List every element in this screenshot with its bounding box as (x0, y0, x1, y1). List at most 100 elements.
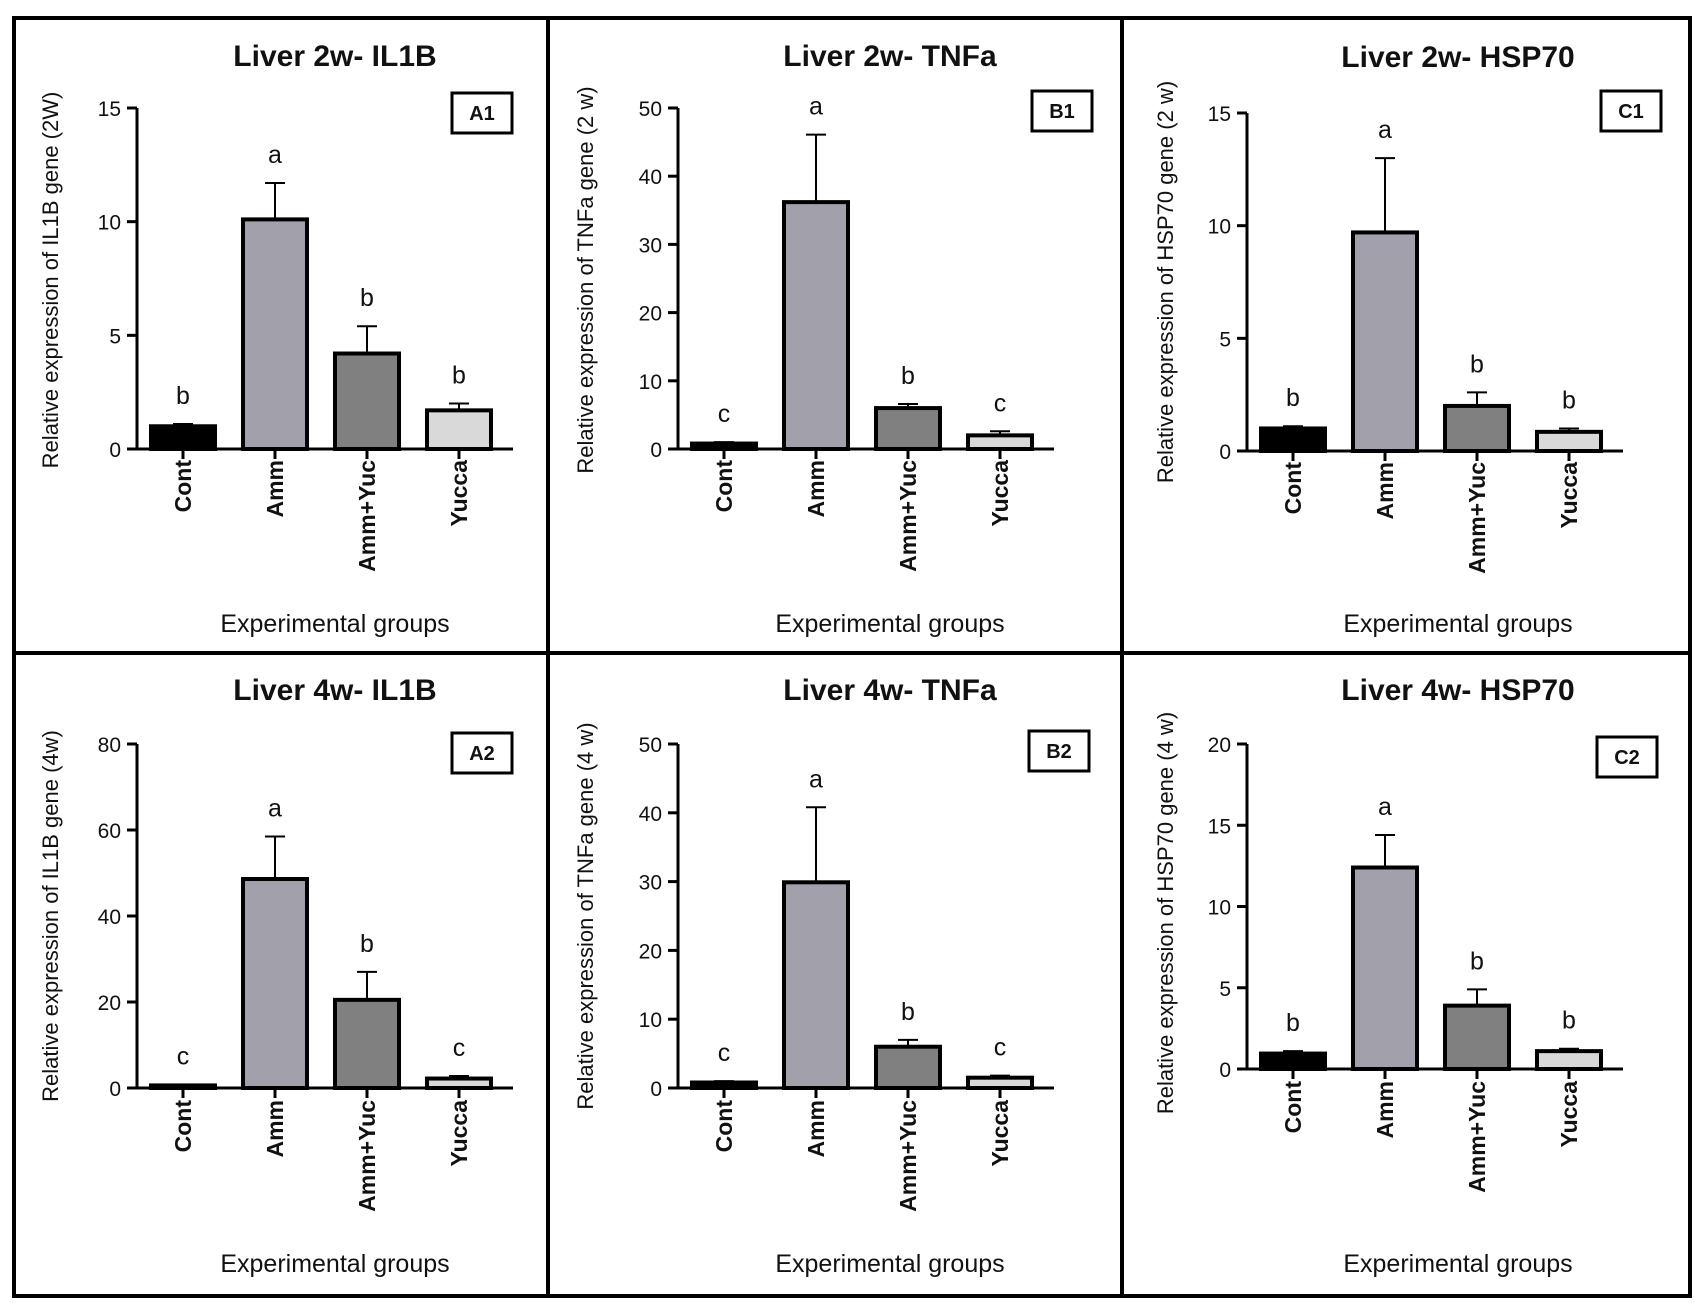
x-axis-label: Experimental groups (1343, 610, 1572, 638)
y-axis-label: Relative expression of HSP70 gene (4 w) (1153, 712, 1178, 1114)
bar-cont (1259, 1051, 1327, 1071)
significance-letter-amm: a (809, 93, 823, 121)
y-tick-label: 0 (650, 1078, 662, 1101)
bar-yucca (425, 1076, 493, 1091)
bar-yucca (966, 1075, 1034, 1091)
category-label-yucca: Yucca (987, 460, 1013, 527)
y-tick-label: 30 (639, 234, 662, 257)
bar-yucca (425, 408, 493, 451)
chart-title: Liver 4w- HSP70 (1341, 674, 1574, 707)
panel-label: C1 (1618, 101, 1644, 123)
panel-label: B2 (1046, 741, 1072, 763)
y-tick-label: 40 (98, 906, 121, 929)
y-tick-label: 15 (1208, 815, 1231, 838)
chart-title: Liver 4w- TNFa (783, 674, 997, 707)
figure-frame (12, 16, 1692, 1298)
y-tick-label: 50 (639, 98, 662, 121)
significance-letter-cont: b (176, 382, 190, 410)
category-label-cont: Cont (711, 460, 737, 513)
bar-amm-plus-yuc (874, 406, 942, 451)
category-label-cont: Cont (711, 1100, 737, 1153)
y-tick-label: 20 (639, 940, 662, 963)
y-axis-label: Relative expression of IL1B gene (4w) (38, 730, 63, 1102)
category-label-yucca: Yucca (446, 460, 472, 527)
significance-letter-yucca: c (994, 1034, 1007, 1062)
significance-letter-amm: a (1378, 793, 1392, 821)
bar-cont (149, 1083, 217, 1091)
panel-label: A1 (469, 103, 495, 125)
bar-amm (782, 200, 850, 451)
significance-letter-cont: c (718, 400, 731, 428)
panel-label-box (1030, 89, 1094, 133)
y-tick-label: 20 (98, 992, 121, 1015)
bar-amm-plus-yuc (333, 997, 401, 1090)
bar-amm-plus-yuc (874, 1044, 942, 1090)
y-axis-label: Relative expression of IL1B gene (2W) (38, 92, 63, 469)
category-label-amm: Amm (262, 1100, 288, 1158)
y-tick-label: 0 (1219, 1059, 1231, 1082)
significance-letter-amm-plus-yuc: b (1470, 947, 1484, 975)
significance-letter-amm: a (809, 765, 823, 793)
category-label-cont: Cont (170, 1100, 196, 1153)
x-axis-label: Experimental groups (775, 1250, 1004, 1278)
category-label-amm-plus-yuc: Amm+Yuc (895, 460, 921, 572)
y-tick-label: 40 (639, 803, 662, 826)
chart-title: Liver 2w- TNFa (783, 40, 997, 73)
y-tick-label: 5 (109, 325, 121, 348)
significance-letter-yucca: b (1562, 1007, 1576, 1035)
y-tick-label: 20 (1208, 734, 1231, 757)
significance-letter-amm-plus-yuc: b (360, 930, 374, 958)
category-label-cont: Cont (1280, 1081, 1306, 1134)
y-tick-label: 40 (639, 166, 662, 189)
bar-yucca (966, 433, 1034, 451)
bar-cont (690, 441, 758, 452)
panel-label-box (1027, 729, 1091, 773)
category-label-amm-plus-yuc: Amm+Yuc (354, 460, 380, 572)
y-axis-label: Relative expression of TNFa gene (4 w) (573, 722, 598, 1109)
bar-amm-plus-yuc (1443, 403, 1511, 453)
chart-panel-b2: Liver 4w- TNFa B2 Relative expression of T… (573, 674, 1091, 1278)
y-axis-label: Relative expression of TNFa gene (2 w) (573, 86, 598, 473)
y-tick-label: 10 (98, 212, 121, 235)
significance-letter-cont: c (177, 1043, 190, 1071)
bar-amm (241, 877, 309, 1091)
category-label-yucca: Yucca (1556, 462, 1582, 529)
category-label-amm: Amm (803, 1100, 829, 1158)
category-label-amm: Amm (1372, 1081, 1398, 1139)
chart-panel-a2: Liver 4w- IL1B A2 Relative expression of I… (38, 674, 514, 1278)
y-tick-label: 10 (639, 371, 662, 394)
significance-letter-yucca: b (1562, 386, 1576, 414)
significance-letter-yucca: c (453, 1034, 466, 1062)
chart-title: Liver 2w- IL1B (233, 40, 436, 73)
category-label-amm: Amm (803, 460, 829, 518)
y-tick-label: 60 (98, 820, 121, 843)
chart-title: Liver 4w- IL1B (233, 674, 436, 707)
y-tick-label: 0 (109, 1078, 121, 1101)
significance-letter-cont: c (718, 1039, 731, 1067)
y-tick-label: 0 (650, 439, 662, 462)
y-tick-label: 5 (1219, 328, 1231, 351)
bar-amm-plus-yuc (1443, 1003, 1511, 1071)
category-label-amm-plus-yuc: Amm+Yuc (1464, 1081, 1490, 1193)
y-tick-label: 20 (639, 303, 662, 326)
y-tick-label: 10 (1208, 897, 1231, 920)
chart-panel-b1: Liver 2w- TNFa B1 Relative expression of T… (573, 40, 1094, 638)
significance-letter-yucca: b (452, 362, 466, 390)
x-axis-label: Experimental groups (775, 610, 1004, 638)
y-tick-label: 10 (639, 1009, 662, 1032)
chart-panel-c1: Liver 2w- HSP70 C1 Relative expression of … (1153, 41, 1663, 638)
panel-label-box (450, 731, 514, 775)
y-tick-label: 15 (98, 98, 121, 121)
x-axis-label: Experimental groups (1343, 1250, 1572, 1278)
bar-cont (690, 1080, 758, 1090)
panel-label: C2 (1614, 747, 1640, 769)
bar-yucca (1535, 429, 1603, 454)
significance-letter-amm-plus-yuc: b (901, 998, 915, 1026)
significance-letter-amm-plus-yuc: b (901, 362, 915, 390)
bar-amm (241, 217, 309, 451)
bar-cont (149, 424, 217, 451)
panel-label: A2 (469, 743, 495, 765)
panel-label-box (1599, 89, 1663, 133)
y-tick-label: 10 (1208, 216, 1231, 239)
